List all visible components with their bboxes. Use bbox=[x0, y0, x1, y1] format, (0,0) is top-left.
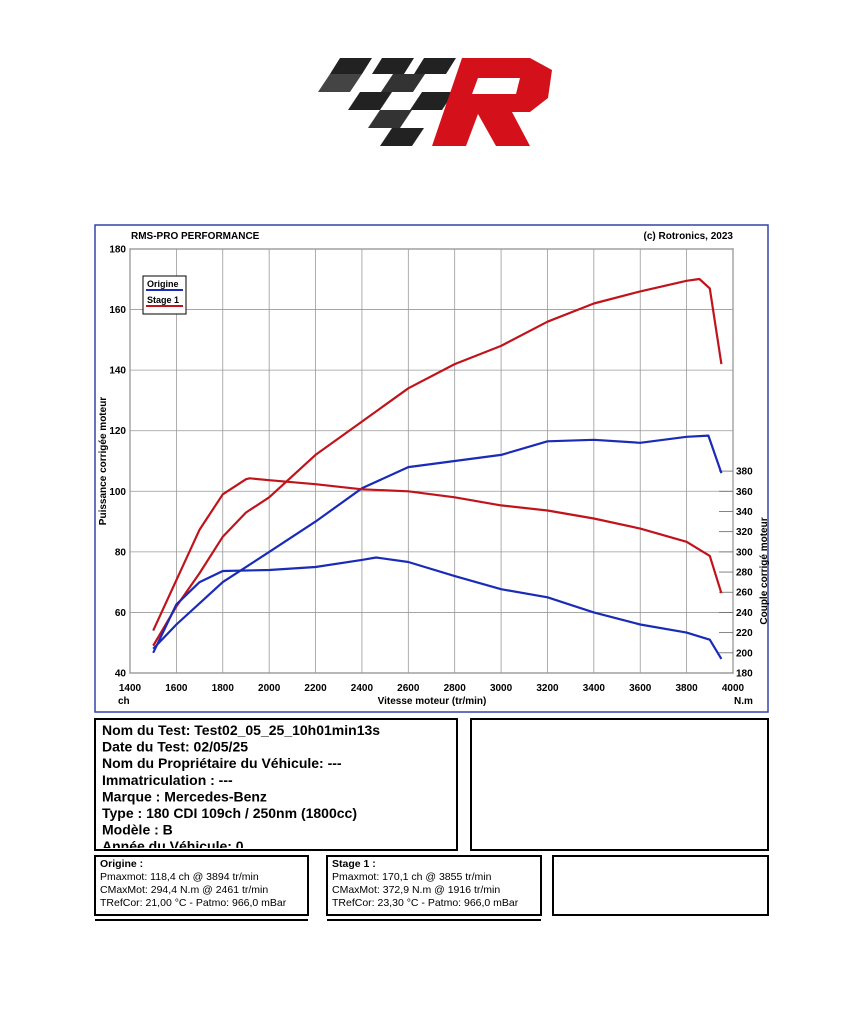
result-line: Pmaxmot: 170,1 ch @ 3855 tr/min bbox=[332, 871, 492, 883]
series-line bbox=[152, 477, 723, 632]
result-box bbox=[326, 855, 542, 916]
y2-tick-label: 180 bbox=[736, 669, 753, 680]
plot-area bbox=[129, 248, 734, 674]
x-tick-label: 3000 bbox=[490, 683, 513, 694]
y-tick-label: 160 bbox=[109, 305, 126, 316]
test-info: Nom du Test: Test02_05_25_10h01min13sDat… bbox=[102, 722, 380, 854]
info-line: Année du Véhicule: 0 bbox=[102, 838, 244, 854]
x-tick-label: 2800 bbox=[444, 683, 467, 694]
y2-tick-label: 300 bbox=[736, 547, 753, 558]
x-tick-label: 3600 bbox=[629, 683, 652, 694]
y2-tick-label: 200 bbox=[736, 648, 753, 659]
legend-label: Origine bbox=[147, 279, 179, 289]
empty-box bbox=[470, 718, 769, 851]
x-tick-label: 1800 bbox=[212, 683, 235, 694]
results: Origine :Pmaxmot: 118,4 ch @ 3894 tr/min… bbox=[100, 858, 519, 909]
legend: Origine Stage 1 bbox=[146, 279, 183, 307]
legend-label: Stage 1 bbox=[147, 295, 179, 305]
x-axis-title: Vitesse moteur (tr/min) bbox=[378, 696, 487, 707]
series-line bbox=[152, 277, 723, 647]
y-axis-title: Puissance corrigée moteur bbox=[98, 397, 109, 525]
x-tick-label: 4000 bbox=[722, 683, 745, 694]
result-line: CMaxMot: 294,4 N.m @ 2461 tr/min bbox=[100, 884, 268, 896]
y2-unit: N.m bbox=[734, 696, 753, 707]
info-box bbox=[94, 718, 458, 851]
header-left: RMS-PRO PERFORMANCE bbox=[131, 231, 260, 242]
chart: 1400 1600 1800 2000 2200 2400 2600 2800 3000 3200… bbox=[98, 245, 770, 708]
y-tick-label: 180 bbox=[109, 245, 126, 256]
empty-box bbox=[552, 855, 769, 916]
x-tick-label: 3400 bbox=[583, 683, 606, 694]
legend-box bbox=[142, 275, 187, 315]
y2-axis-title: Couple corrigé moteur bbox=[759, 517, 770, 624]
x-tick-label: 2200 bbox=[304, 683, 327, 694]
info-line: Marque : Mercedes-Benz bbox=[102, 788, 267, 804]
y-tick-label: 80 bbox=[115, 547, 127, 558]
logo bbox=[318, 58, 552, 146]
y-tick-label: 60 bbox=[115, 608, 127, 619]
y-tick-label: 120 bbox=[109, 426, 126, 437]
y2-tick-label: 260 bbox=[736, 588, 753, 599]
result-box bbox=[94, 855, 309, 916]
header-right: (c) Rotronics, 2023 bbox=[644, 231, 734, 242]
info-line: Date du Test: 02/05/25 bbox=[102, 739, 248, 755]
info-line: Nom du Propriétaire du Véhicule: --- bbox=[102, 755, 342, 771]
result-title: Origine : bbox=[100, 858, 143, 870]
x-tick-label: 1400 bbox=[119, 683, 142, 694]
y-tick-label: 40 bbox=[115, 669, 127, 680]
x-tick-label: 2600 bbox=[397, 683, 420, 694]
y2-tick-label: 240 bbox=[736, 608, 753, 619]
result-line: TRefCor: 21,00 °C - Patmo: 966,0 mBar bbox=[100, 897, 287, 909]
chart-frame bbox=[94, 224, 769, 713]
x-tick-label: 3800 bbox=[675, 683, 698, 694]
x-tick-label: 1600 bbox=[165, 683, 188, 694]
x-tick-label: 2000 bbox=[258, 683, 281, 694]
series-line bbox=[152, 434, 723, 650]
info-line: Type : 180 CDI 109ch / 250nm (1800cc) bbox=[102, 805, 357, 821]
y-tick-label: 140 bbox=[109, 366, 126, 377]
result-line: TRefCor: 23,30 °C - Patmo: 966,0 mBar bbox=[332, 897, 519, 909]
info-line: Modèle : B bbox=[102, 822, 173, 838]
y2-tick-label: 380 bbox=[736, 467, 753, 478]
series-line bbox=[152, 556, 723, 660]
result-line: CMaxMot: 372,9 N.m @ 1916 tr/min bbox=[332, 884, 500, 896]
y2-tick-label: 280 bbox=[736, 568, 753, 579]
y2-tick-label: 340 bbox=[736, 507, 753, 518]
x-tick-label: 2400 bbox=[351, 683, 374, 694]
result-line: Pmaxmot: 118,4 ch @ 3894 tr/min bbox=[100, 871, 259, 883]
y2-tick-label: 220 bbox=[736, 628, 753, 639]
y-unit: ch bbox=[118, 696, 130, 707]
info-line: Nom du Test: Test02_05_25_10h01min13s bbox=[102, 722, 380, 738]
result-title: Stage 1 : bbox=[332, 858, 376, 870]
info-line: Immatriculation : --- bbox=[102, 772, 233, 788]
x-tick-label: 3200 bbox=[536, 683, 559, 694]
y2-tick-label: 320 bbox=[736, 527, 753, 538]
y2-tick-label: 360 bbox=[736, 487, 753, 498]
y-tick-label: 100 bbox=[109, 487, 126, 498]
